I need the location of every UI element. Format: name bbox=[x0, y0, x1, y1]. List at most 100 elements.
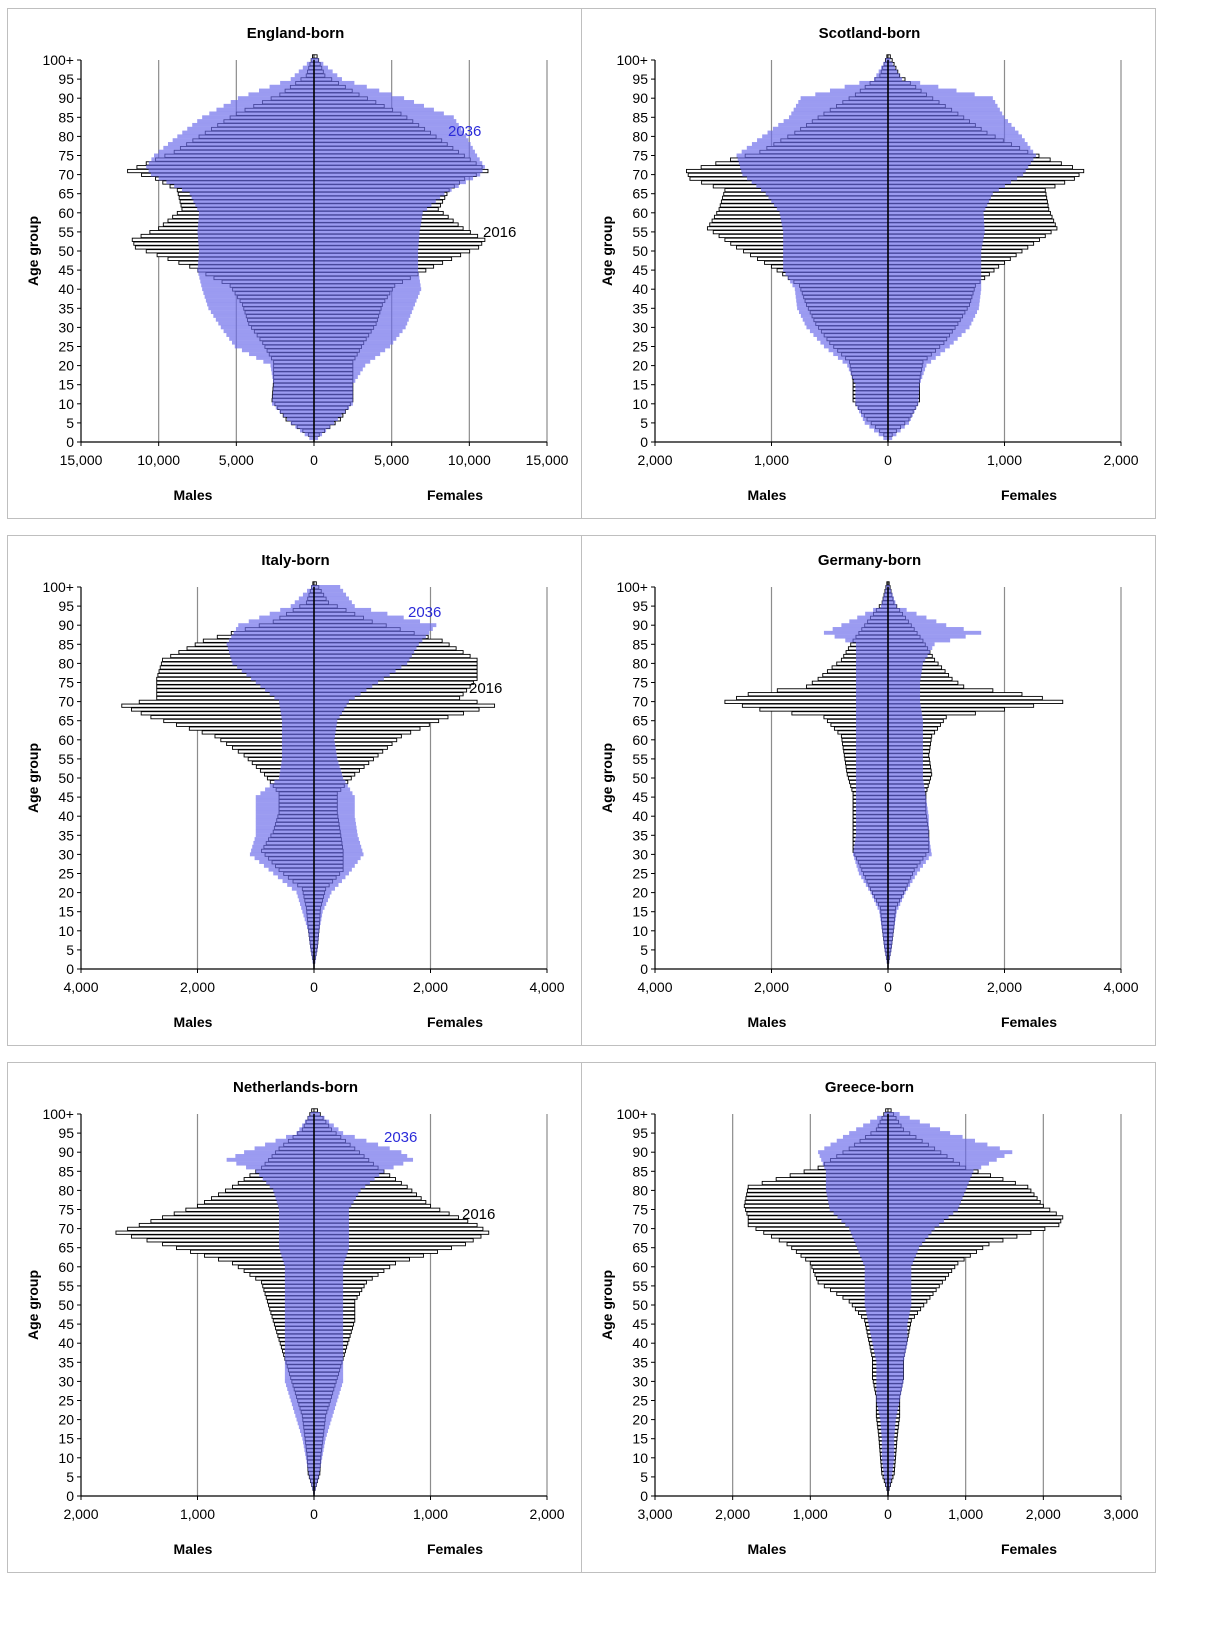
bar-2036-male bbox=[255, 795, 314, 800]
x-tick-label: 5,000 bbox=[219, 452, 254, 468]
bar-2036-male bbox=[855, 837, 888, 842]
y-tick-label: 100+ bbox=[616, 52, 648, 68]
bar-2036-female bbox=[314, 856, 361, 861]
bar-2036-female bbox=[888, 745, 923, 750]
bar-2036-female bbox=[888, 642, 935, 647]
bar-2036-male bbox=[255, 818, 314, 822]
bar-2036-female bbox=[888, 1398, 900, 1403]
bar-2036-female bbox=[314, 1432, 327, 1437]
bar-2036-male bbox=[864, 1268, 888, 1273]
y-axis-label: Age group bbox=[25, 743, 41, 813]
bar-2036-female bbox=[888, 222, 985, 227]
chart-title: England-born bbox=[247, 25, 345, 42]
bar-2036-male bbox=[741, 149, 888, 154]
bar-2036-female bbox=[888, 1406, 899, 1411]
bar-2036-female bbox=[888, 96, 993, 101]
bar-2036-male bbox=[783, 252, 888, 257]
bar-2036-male bbox=[294, 1409, 314, 1414]
bar-2036-male bbox=[855, 684, 888, 689]
bar-2036-male bbox=[806, 325, 888, 330]
bar-2036-male bbox=[307, 1463, 314, 1468]
y-tick-label: 5 bbox=[66, 415, 74, 431]
bar-2036-female bbox=[888, 1345, 907, 1349]
bar-2036-female bbox=[888, 420, 909, 425]
bar-2036-female bbox=[888, 1417, 896, 1422]
bar-2036-male bbox=[282, 879, 314, 884]
bar-2036-male bbox=[738, 161, 888, 166]
bar-2036-male bbox=[255, 680, 314, 685]
bar-2036-female bbox=[888, 107, 1000, 112]
bar-2036-male bbox=[876, 1364, 888, 1369]
bar-2036-male bbox=[855, 726, 888, 731]
bar-2036-female bbox=[888, 592, 893, 597]
y-tick-label: 45 bbox=[632, 262, 648, 278]
bar-2036-male bbox=[794, 287, 888, 292]
bar-2036-female bbox=[888, 1425, 896, 1430]
bar-2036-male bbox=[158, 176, 314, 181]
bar-2036-male bbox=[230, 100, 314, 104]
bar-2036-male bbox=[886, 585, 888, 589]
bar-2036-female bbox=[888, 718, 923, 723]
bar-2036-female bbox=[314, 336, 397, 341]
bar-2036-female bbox=[888, 313, 976, 318]
bar-2036-male bbox=[880, 1425, 888, 1430]
bar-2036-male bbox=[855, 386, 888, 391]
bar-2036-male bbox=[207, 302, 314, 307]
bar-2036-female bbox=[888, 348, 946, 353]
bar-2036-male bbox=[255, 806, 314, 811]
bar-2036-male bbox=[862, 417, 888, 421]
bar-2036-male bbox=[855, 749, 888, 754]
bar-2036-male bbox=[881, 1455, 888, 1460]
y-tick-label: 60 bbox=[58, 732, 74, 748]
bar-2036-female bbox=[888, 814, 929, 819]
bar-2036-female bbox=[314, 1448, 324, 1453]
bar-2036-female bbox=[314, 1280, 344, 1284]
bar-2036-female bbox=[314, 195, 441, 200]
bar-2036-female bbox=[314, 184, 459, 188]
bar-2036-female bbox=[314, 1165, 394, 1170]
bar-2036-female bbox=[888, 1176, 971, 1181]
bar-2036-male bbox=[282, 1257, 314, 1262]
y-axis-label: Age group bbox=[599, 743, 615, 813]
bar-2036-male bbox=[256, 355, 314, 360]
bar-2036-female bbox=[888, 741, 923, 746]
bar-2036-female bbox=[314, 1459, 322, 1464]
bar-2036-female bbox=[888, 905, 899, 910]
y-tick-label: 60 bbox=[632, 1259, 648, 1275]
bar-2036-female bbox=[314, 252, 419, 257]
y-tick-label: 85 bbox=[58, 109, 74, 125]
bar-2036-male bbox=[271, 371, 314, 376]
bar-2036-female bbox=[314, 1417, 332, 1422]
bar-2036-female bbox=[314, 619, 421, 624]
bar-2036-female bbox=[314, 772, 342, 777]
bar-2036-male bbox=[197, 206, 314, 211]
bar-2036-male bbox=[825, 1180, 888, 1185]
bar-2036-male bbox=[855, 688, 888, 693]
bar-2016-female bbox=[887, 54, 891, 59]
bar-2036-female bbox=[314, 317, 409, 322]
bar-2036-male bbox=[863, 879, 888, 884]
bar-2036-male bbox=[235, 1154, 314, 1158]
bar-2036-male bbox=[883, 61, 888, 66]
bar-2036-male bbox=[870, 890, 888, 895]
y-tick-label: 85 bbox=[632, 636, 648, 652]
bar-2036-male bbox=[290, 77, 314, 82]
bar-2036-male bbox=[864, 1280, 888, 1284]
bar-2036-female bbox=[888, 1115, 910, 1120]
bar-2036-female bbox=[888, 1463, 894, 1468]
bar-2036-female bbox=[314, 730, 336, 735]
bar-2036-male bbox=[279, 1230, 314, 1235]
y-tick-label: 100+ bbox=[42, 52, 74, 68]
bar-2036-female bbox=[314, 100, 415, 104]
bar-2036-female bbox=[888, 875, 915, 880]
bar-2036-female bbox=[314, 691, 361, 696]
bar-2036-male bbox=[882, 600, 888, 605]
y-tick-label: 50 bbox=[632, 770, 648, 786]
bar-2036-female bbox=[314, 187, 452, 192]
y-tick-label: 75 bbox=[632, 675, 648, 691]
bar-2036-female bbox=[314, 947, 318, 952]
bar-2036-male bbox=[255, 825, 314, 830]
bar-2036-female bbox=[888, 688, 921, 693]
bar-2036-male bbox=[202, 115, 314, 120]
bar-2036-male bbox=[198, 222, 314, 227]
